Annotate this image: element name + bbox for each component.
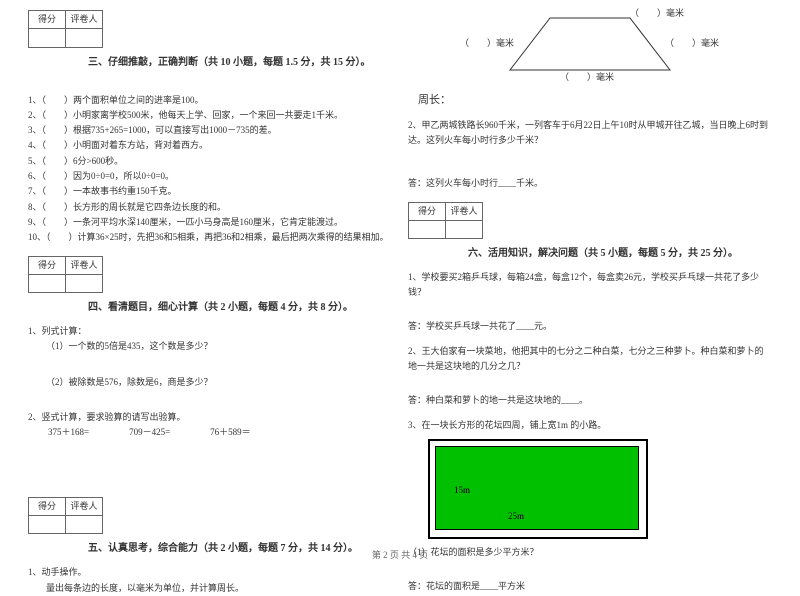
trapezoid-figure: （ ）毫米 （ ）毫米 （ ）毫米 （ ）毫米 — [460, 10, 720, 85]
perimeter-label: 周长： — [418, 91, 772, 110]
q5-1: 1、动手操作。 — [28, 565, 392, 580]
trap-left: （ ）毫米 — [460, 36, 514, 51]
q3-6: 6、（ ）因为0÷0=0，所以0÷0=0。 — [28, 169, 392, 184]
q3-1: 1、（ ）两个面积单位之间的进率是100。 — [28, 93, 392, 108]
dim-h: 15m — [454, 483, 470, 498]
trap-top: （ ）毫米 — [630, 6, 684, 21]
q6-1-ans: 答：学校买乒乓球一共花了____元。 — [408, 319, 772, 334]
calc-row: 375＋168= 709－425= 76＋589＝ — [48, 425, 392, 440]
q5-2: 2、甲乙两城铁路长960千米，一列客车于6月22日上午10时从甲城开往乙城，当日… — [408, 118, 772, 149]
q3-10: 10、（ ）计算36×25时，先把36和5相乘，再把36和2相乘，最后把两次乘得… — [28, 230, 392, 245]
section-4-title: 四、看清题目，细心计算（共 2 小题，每题 4 分，共 8 分）。 — [28, 299, 392, 316]
q3-3: 3、（ ）根据735+265=1000，可以直接写出1000－735的差。 — [28, 123, 392, 138]
calc-1: 375＋168= — [48, 425, 89, 440]
q3-7: 7、（ ）一本故事书约重150千克。 — [28, 184, 392, 199]
q4-1: 1、列式计算： — [28, 324, 392, 339]
trap-bottom: （ ）毫米 — [560, 70, 614, 85]
q6-2: 2、王大伯家有一块菜地，他把其中的七分之二种白菜，七分之三种萝卜。种白菜和萝卜的… — [408, 344, 772, 375]
q6-2-ans: 答：种白菜和萝卜的地一共是这块地的____。 — [408, 393, 772, 408]
dim-w: 25m — [508, 509, 524, 524]
q4-1a: （1）一个数的5倍是435，这个数是多少？ — [28, 339, 392, 354]
score-table-4: 得分评卷人 — [28, 256, 103, 294]
q3-9: 9、（ ）一条河平均水深140厘米，一匹小马身高是160厘米，它肯定能渡过。 — [28, 215, 392, 230]
calc-2: 709－425= — [129, 425, 170, 440]
section-3-title: 三、仔细推敲，正确判断（共 10 小题，每题 1.5 分，共 15 分）。 — [28, 54, 392, 71]
q3-2: 2、（ ）小明家离学校500米，他每天上学、回家，一个来回一共要走1千米。 — [28, 108, 392, 123]
q4-2: 2、竖式计算，要求验算的请写出验算。 — [28, 410, 392, 425]
q3-5: 5、（ ）6分>600秒。 — [28, 154, 392, 169]
grader-hdr: 评卷人 — [66, 11, 103, 29]
trap-right: （ ）毫米 — [665, 36, 719, 51]
score-table-5: 得分评卷人 — [28, 497, 103, 535]
score-hdr: 得分 — [29, 11, 66, 29]
score-table-3: 得分评卷人 — [28, 10, 103, 48]
rectangle-figure: 15m 25m — [428, 439, 648, 539]
section-6-title: 六、活用知识，解决问题（共 5 小题，每题 5 分，共 25 分）。 — [408, 245, 772, 262]
q3-8: 8、（ ）长方形的周长就是它四条边长度的和。 — [28, 200, 392, 215]
score-table-6: 得分评卷人 — [408, 202, 483, 240]
page-footer: 第 2 页 共 4 页 — [0, 548, 800, 561]
calc-3: 76＋589＝ — [210, 425, 251, 440]
q5-1-desc: 量出每条边的长度，以毫米为单位，并计算周长。 — [28, 581, 392, 596]
q6-3: 3、在一块长方形的花坛四周，铺上宽1m 的小路。 — [408, 418, 772, 433]
q6-3-ans: 答：花坛的面积是____平方米 — [408, 579, 772, 594]
q6-1: 1、学校要买2箱乒乓球，每箱24盒，每盒12个，每盒卖26元，学校买乒乓球一共花… — [408, 270, 772, 301]
section-3-questions: 1、（ ）两个面积单位之间的进率是100。 2、（ ）小明家离学校500米，他每… — [28, 93, 392, 246]
q3-4: 4、（ ）小明面对着东方站，背对着西方。 — [28, 138, 392, 153]
q5-2-ans: 答：这列火车每小时行____千米。 — [408, 176, 772, 191]
q4-1b: （2）被除数是576，除数是6，商是多少？ — [28, 375, 392, 390]
